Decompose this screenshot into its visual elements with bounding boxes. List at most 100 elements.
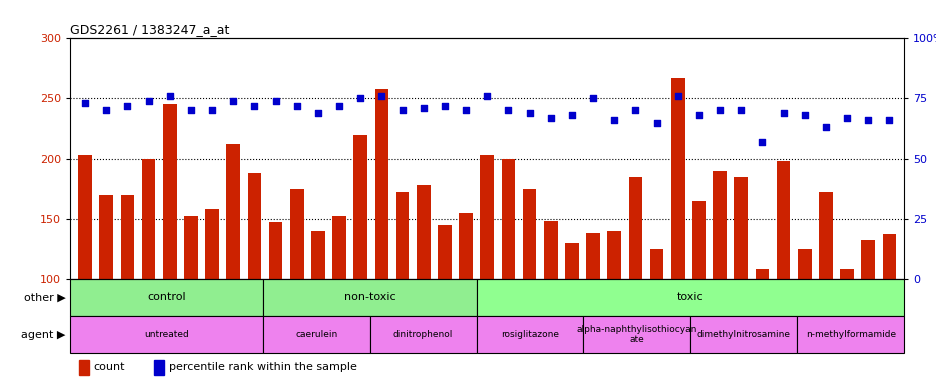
- Bar: [262, 316, 369, 353]
- Bar: [437, 225, 451, 279]
- Point: [775, 110, 790, 116]
- Bar: [247, 173, 261, 279]
- Bar: [121, 195, 134, 279]
- Text: rosiglitazone: rosiglitazone: [501, 330, 559, 339]
- Bar: [670, 78, 684, 279]
- Bar: [649, 249, 663, 279]
- Text: dimethylnitrosamine: dimethylnitrosamine: [696, 330, 790, 339]
- Bar: [163, 104, 177, 279]
- Bar: [70, 316, 262, 353]
- Bar: [734, 177, 747, 279]
- Point: [669, 93, 684, 99]
- Text: caerulein: caerulein: [295, 330, 337, 339]
- Point: [649, 119, 664, 126]
- Point: [183, 108, 198, 114]
- Point: [310, 110, 325, 116]
- Bar: [818, 192, 832, 279]
- Bar: [70, 279, 262, 316]
- Bar: [797, 316, 903, 353]
- Point: [78, 100, 93, 106]
- Bar: [480, 155, 493, 279]
- Bar: [227, 144, 240, 279]
- Bar: [586, 233, 599, 279]
- Bar: [776, 161, 790, 279]
- Point: [373, 93, 388, 99]
- Text: non-toxic: non-toxic: [344, 292, 395, 302]
- Point: [289, 103, 304, 109]
- Point: [585, 95, 600, 101]
- Text: GDS2261 / 1383247_a_at: GDS2261 / 1383247_a_at: [70, 23, 229, 36]
- Point: [521, 110, 536, 116]
- Point: [226, 98, 241, 104]
- Text: n-methylformamide: n-methylformamide: [805, 330, 895, 339]
- Bar: [374, 89, 388, 279]
- Text: untreated: untreated: [144, 330, 189, 339]
- Bar: [476, 316, 583, 353]
- Point: [691, 112, 706, 118]
- Point: [711, 108, 726, 114]
- Point: [817, 124, 832, 131]
- Bar: [754, 269, 768, 279]
- Bar: [860, 240, 874, 279]
- Bar: [607, 231, 621, 279]
- Point: [733, 108, 748, 114]
- Bar: [417, 185, 431, 279]
- Text: dinitrophenol: dinitrophenol: [392, 330, 453, 339]
- Bar: [583, 316, 690, 353]
- Bar: [78, 155, 92, 279]
- Text: alpha-naphthylisothiocyan
ate: alpha-naphthylisothiocyan ate: [577, 325, 696, 344]
- Point: [268, 98, 283, 104]
- Point: [607, 117, 622, 123]
- Point: [98, 108, 113, 114]
- Point: [754, 139, 769, 145]
- Point: [627, 108, 642, 114]
- Bar: [353, 134, 367, 279]
- Point: [416, 105, 431, 111]
- Bar: [395, 192, 409, 279]
- Point: [331, 103, 346, 109]
- Bar: [690, 316, 797, 353]
- Point: [162, 93, 177, 99]
- Bar: [692, 200, 705, 279]
- Point: [839, 115, 854, 121]
- Point: [797, 112, 812, 118]
- Bar: [501, 159, 515, 279]
- Bar: [882, 234, 896, 279]
- Bar: [564, 243, 578, 279]
- Bar: [522, 189, 536, 279]
- Bar: [269, 222, 282, 279]
- Point: [881, 117, 896, 123]
- Point: [247, 103, 262, 109]
- Point: [352, 95, 367, 101]
- Point: [395, 108, 410, 114]
- Bar: [332, 216, 345, 279]
- Point: [458, 108, 473, 114]
- Bar: [183, 216, 197, 279]
- Bar: [99, 195, 113, 279]
- Bar: [311, 231, 325, 279]
- Point: [204, 108, 219, 114]
- Bar: [797, 249, 811, 279]
- Bar: [154, 360, 164, 375]
- Text: other ▶: other ▶: [23, 292, 66, 302]
- Text: count: count: [94, 362, 125, 372]
- Bar: [262, 279, 476, 316]
- Point: [543, 115, 558, 121]
- Bar: [205, 209, 219, 279]
- Bar: [476, 279, 903, 316]
- Bar: [369, 316, 476, 353]
- Point: [479, 93, 494, 99]
- Bar: [141, 159, 155, 279]
- Bar: [459, 213, 473, 279]
- Point: [501, 108, 516, 114]
- Bar: [543, 221, 557, 279]
- Point: [563, 112, 578, 118]
- Text: agent ▶: agent ▶: [22, 330, 66, 340]
- Point: [120, 103, 135, 109]
- Point: [141, 98, 156, 104]
- Bar: [628, 177, 641, 279]
- Bar: [289, 189, 303, 279]
- Bar: [79, 360, 89, 375]
- Text: control: control: [147, 292, 185, 302]
- Bar: [712, 170, 726, 279]
